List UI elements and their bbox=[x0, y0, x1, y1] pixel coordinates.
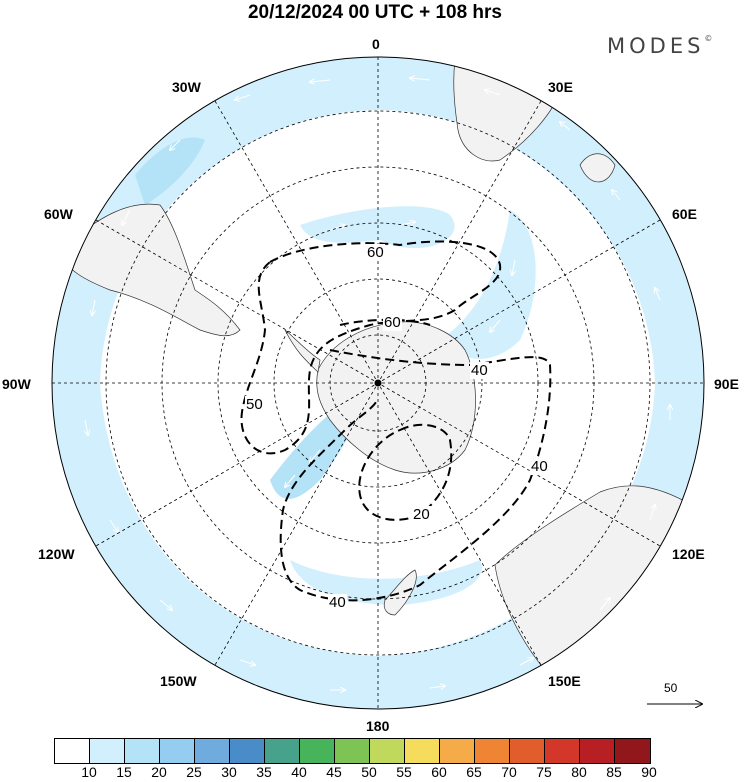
map-title: 20/12/2024 00 UTC + 108 hrs bbox=[247, 2, 503, 23]
lon-label-120e: 120E bbox=[672, 546, 705, 562]
legend-swatch bbox=[265, 739, 300, 763]
legend-tick-label: 75 bbox=[536, 764, 552, 780]
legend-tick-label: 50 bbox=[361, 764, 377, 780]
legend-tick-label: 55 bbox=[396, 764, 412, 780]
legend-tick-label: 65 bbox=[466, 764, 482, 780]
contour-label-40-south: 40 bbox=[328, 594, 347, 611]
lon-label-0: 0 bbox=[372, 36, 380, 52]
legend-tick-label: 45 bbox=[326, 764, 342, 780]
antarctic-peninsula bbox=[284, 329, 321, 373]
contour-label-40-east: 40 bbox=[470, 362, 489, 379]
legend-swatch bbox=[55, 739, 90, 763]
legend-tick-label: 30 bbox=[221, 764, 237, 780]
legend-swatch bbox=[125, 739, 160, 763]
lon-label-180: 180 bbox=[366, 718, 390, 734]
lon-label-120w: 120W bbox=[38, 546, 75, 562]
legend-swatch bbox=[90, 739, 125, 763]
legend-tick-label: 70 bbox=[501, 764, 517, 780]
lon-label-150e: 150E bbox=[548, 673, 581, 689]
lon-label-60w: 60W bbox=[44, 206, 73, 222]
modes-logo: MODES© bbox=[607, 34, 712, 58]
legend-swatch bbox=[405, 739, 440, 763]
legend-swatch bbox=[440, 739, 475, 763]
contour-label-60-inner: 60 bbox=[383, 314, 402, 331]
legend-swatch bbox=[230, 739, 265, 763]
brand-text: MODES bbox=[607, 34, 705, 58]
contour-40-main bbox=[279, 349, 552, 602]
south-pole-marker bbox=[374, 379, 382, 387]
legend-swatch bbox=[195, 739, 230, 763]
lon-label-90e: 90E bbox=[714, 376, 739, 392]
jet-stream-inner-band bbox=[300, 206, 455, 249]
legend-swatch bbox=[615, 739, 650, 763]
legend-swatch bbox=[510, 739, 545, 763]
contour-60-outer bbox=[240, 240, 502, 455]
contour-label-20: 20 bbox=[412, 506, 431, 523]
lon-label-30w: 30W bbox=[172, 79, 201, 95]
contour-label-40-southeast: 40 bbox=[530, 458, 549, 475]
legend-tick-label: 35 bbox=[256, 764, 272, 780]
lon-label-150w: 150W bbox=[160, 673, 197, 689]
legend-tick-label: 15 bbox=[116, 764, 132, 780]
legend-swatch bbox=[370, 739, 405, 763]
jet-stream-west-patch bbox=[135, 137, 205, 205]
contour-label-50: 50 bbox=[245, 396, 264, 413]
color-legend bbox=[54, 738, 651, 764]
copyright-mark: © bbox=[704, 34, 713, 43]
lon-label-30e: 30E bbox=[548, 79, 573, 95]
lon-label-90w: 90W bbox=[2, 376, 31, 392]
legend-swatch bbox=[335, 739, 370, 763]
wind-vectors bbox=[85, 78, 670, 690]
madagascar bbox=[579, 153, 616, 183]
vector-scale-label: 50 bbox=[664, 681, 678, 695]
legend-tick-label: 40 bbox=[291, 764, 307, 780]
legend-swatch bbox=[475, 739, 510, 763]
map-boundary bbox=[51, 56, 705, 710]
legend-swatch bbox=[580, 739, 615, 763]
contour-label-60-outer: 60 bbox=[366, 244, 385, 261]
jet-stream-inner-band-east bbox=[440, 210, 536, 359]
south-america bbox=[59, 203, 241, 337]
legend-tick-label: 25 bbox=[186, 764, 202, 780]
legend-tick-label: 60 bbox=[431, 764, 447, 780]
legend-tick-label: 10 bbox=[81, 764, 97, 780]
new-zealand bbox=[383, 569, 417, 616]
legend-swatch bbox=[300, 739, 335, 763]
polar-map bbox=[51, 56, 705, 710]
legend-tick-label: 20 bbox=[151, 764, 167, 780]
legend-tick-label: 85 bbox=[606, 764, 622, 780]
jet-stream-south-band bbox=[290, 560, 482, 605]
lon-label-60e: 60E bbox=[672, 206, 697, 222]
legend-swatch bbox=[160, 739, 195, 763]
legend-tick-label: 90 bbox=[641, 764, 657, 780]
legend-tick-label: 80 bbox=[571, 764, 587, 780]
legend-swatch bbox=[545, 739, 580, 763]
